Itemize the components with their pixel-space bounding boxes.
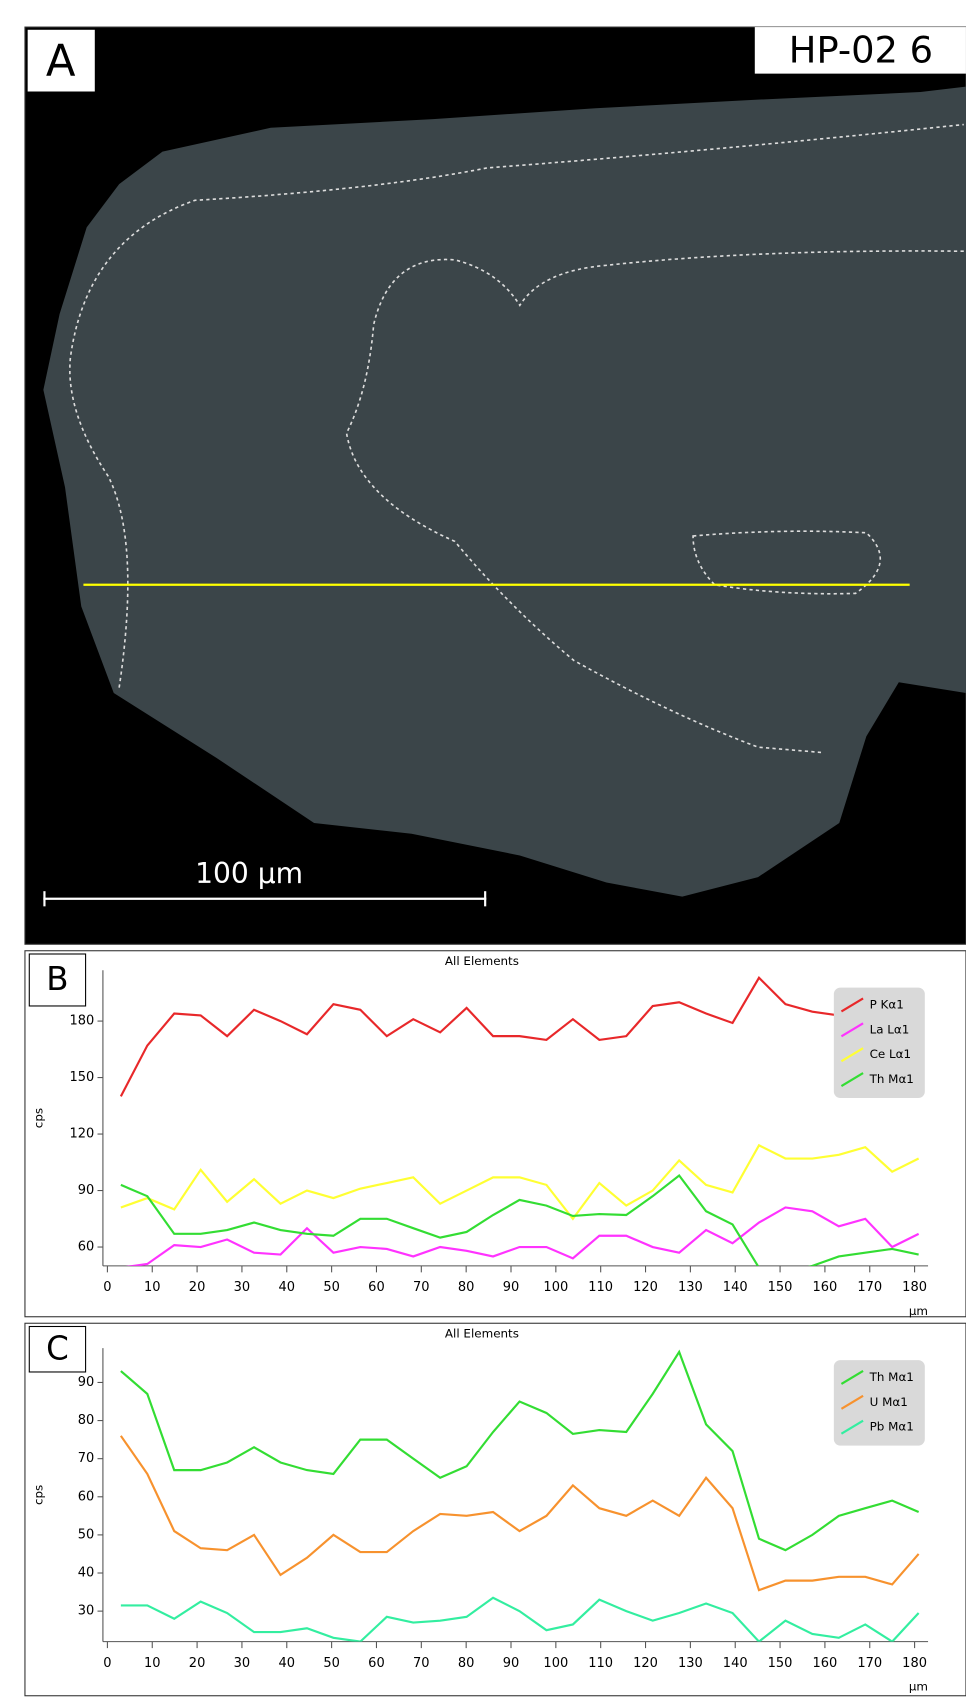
x-tick-label: 120 — [633, 1656, 658, 1671]
y-tick-label: 30 — [78, 1604, 95, 1619]
legend-label: La Lα1 — [870, 1022, 910, 1036]
panel-label: A — [46, 36, 76, 86]
y-axis-label: cps — [32, 1108, 46, 1128]
y-tick-label: 120 — [69, 1127, 94, 1142]
y-tick-label: 60 — [78, 1489, 95, 1504]
x-tick-label: 170 — [857, 1280, 882, 1295]
x-tick-label: 90 — [503, 1280, 520, 1295]
y-tick-label: 80 — [78, 1413, 95, 1428]
y-tick-label: 70 — [78, 1451, 95, 1466]
legend-label: P Kα1 — [870, 997, 904, 1011]
x-tick-label: 120 — [633, 1280, 658, 1295]
x-tick-label: 180 — [902, 1280, 927, 1295]
chart: All Elements cps µm 30 40 50 60 70 80 90 0 10 20 30 40… — [25, 1323, 966, 1696]
x-tick-label: 170 — [857, 1656, 882, 1671]
x-tick-label: 130 — [678, 1280, 703, 1295]
chart-frame — [25, 1323, 966, 1696]
x-tick-label: 40 — [279, 1280, 296, 1295]
chart-title: All Elements — [445, 1327, 519, 1341]
chart-title: All Elements — [445, 954, 519, 968]
panel-label: B — [46, 960, 68, 998]
y-tick-label: 90 — [78, 1375, 95, 1390]
scale-bar-label: 100 µm — [195, 857, 303, 890]
x-tick-label: 100 — [543, 1280, 568, 1295]
x-axis-label: µm — [909, 1680, 928, 1694]
legend-label: Th Mα1 — [869, 1370, 914, 1384]
x-tick-label: 150 — [768, 1656, 793, 1671]
panel-label: C — [46, 1329, 69, 1367]
y-axis-label: cps — [32, 1485, 46, 1505]
y-tick-label: 60 — [78, 1240, 95, 1255]
y-tick-label: 180 — [69, 1014, 94, 1029]
x-tick-label: 30 — [234, 1656, 251, 1671]
legend-label: Pb Mα1 — [870, 1420, 914, 1434]
x-tick-label: 40 — [279, 1656, 296, 1671]
x-tick-label: 10 — [144, 1280, 161, 1295]
x-tick-label: 0 — [103, 1656, 111, 1671]
x-tick-label: 160 — [813, 1280, 838, 1295]
x-tick-label: 20 — [189, 1656, 206, 1671]
x-tick-label: 20 — [189, 1280, 206, 1295]
y-tick-label: 50 — [78, 1527, 95, 1542]
page: {"image_panel": {"label": "A", "sample":… — [0, 0, 966, 1699]
y-tick-label: 40 — [78, 1566, 95, 1581]
x-tick-label: 150 — [768, 1280, 793, 1295]
x-tick-label: 70 — [413, 1280, 430, 1295]
x-tick-label: 50 — [323, 1280, 340, 1295]
y-tick-label: 90 — [78, 1183, 95, 1198]
x-tick-label: 60 — [368, 1280, 385, 1295]
legend-label: U Mα1 — [870, 1395, 908, 1409]
x-tick-label: 70 — [413, 1656, 430, 1671]
x-axis-label: µm — [909, 1304, 928, 1318]
chart: All Elements cps µm 60 90 120 150 180 0 10 20 30 40 5… — [25, 951, 966, 1318]
x-tick-label: 180 — [902, 1656, 927, 1671]
legend-label: Th Mα1 — [869, 1072, 914, 1086]
x-tick-label: 160 — [813, 1656, 838, 1671]
x-tick-label: 110 — [588, 1280, 613, 1295]
x-tick-label: 100 — [543, 1656, 568, 1671]
x-tick-label: 0 — [103, 1280, 111, 1295]
sample-label: HP-02 6 — [789, 28, 933, 71]
x-tick-label: 30 — [234, 1280, 251, 1295]
x-tick-label: 60 — [368, 1656, 385, 1671]
x-tick-label: 10 — [144, 1656, 161, 1671]
x-tick-label: 140 — [723, 1280, 748, 1295]
y-tick-label: 150 — [69, 1070, 94, 1085]
x-tick-label: 110 — [588, 1656, 613, 1671]
x-tick-label: 80 — [458, 1656, 475, 1671]
figure: A HP-02 6 100 µm All Elementscpsµm609012… — [0, 0, 966, 1699]
x-tick-label: 80 — [458, 1280, 475, 1295]
legend-label: Ce Lα1 — [870, 1047, 911, 1061]
x-tick-label: 130 — [678, 1656, 703, 1671]
x-tick-label: 140 — [723, 1656, 748, 1671]
x-tick-label: 90 — [503, 1656, 520, 1671]
x-tick-label: 50 — [323, 1656, 340, 1671]
